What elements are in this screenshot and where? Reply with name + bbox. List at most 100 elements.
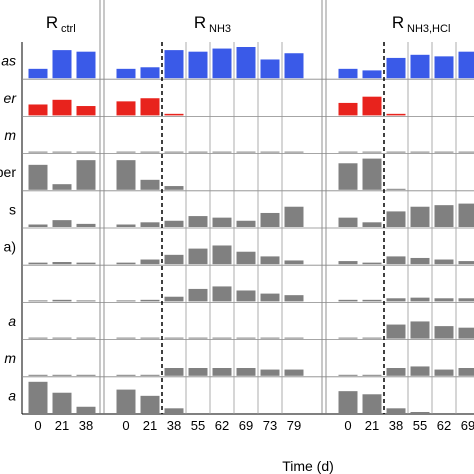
bar (164, 151, 184, 153)
bar (284, 206, 304, 227)
bar (116, 389, 136, 413)
bar (236, 290, 256, 302)
bar (338, 391, 358, 413)
bar (386, 211, 406, 227)
x-tick-label: 38 (389, 418, 403, 433)
bar (164, 368, 184, 376)
bar (458, 327, 474, 339)
bar (116, 224, 136, 227)
bar (28, 164, 48, 190)
bar (260, 293, 280, 302)
bar (164, 337, 184, 339)
bar (116, 160, 136, 190)
bar (52, 299, 72, 302)
x-tick-label: 62 (215, 418, 229, 433)
bar (52, 220, 72, 227)
bar (140, 337, 160, 339)
bar (140, 151, 160, 153)
bar (338, 163, 358, 190)
bar (386, 298, 406, 302)
bar (458, 51, 474, 79)
row-label-2: er (4, 90, 18, 106)
bar (52, 262, 72, 265)
bar (284, 53, 304, 79)
bar (116, 337, 136, 339)
bar (76, 300, 96, 302)
bar (260, 369, 280, 376)
bar (434, 151, 454, 153)
bar (386, 188, 406, 190)
bar (260, 59, 280, 79)
bar (116, 151, 136, 153)
bar (212, 368, 232, 376)
bar (212, 286, 232, 302)
bar (362, 374, 382, 376)
bar (338, 151, 358, 153)
bar (410, 206, 430, 227)
bar (164, 220, 184, 227)
x-tick-label: 62 (437, 418, 451, 433)
bar (52, 337, 72, 339)
bar (76, 406, 96, 413)
bar (410, 257, 430, 265)
bar (212, 217, 232, 227)
bar (52, 184, 72, 190)
bar (362, 222, 382, 227)
row-label-4: per (0, 164, 16, 180)
bar (140, 395, 160, 413)
bar (236, 47, 256, 79)
bar (188, 337, 208, 339)
bar (212, 48, 232, 79)
bar (140, 374, 160, 376)
panel-title-1: R (46, 13, 58, 32)
bar (76, 337, 96, 339)
bar (434, 326, 454, 339)
bar (386, 408, 406, 413)
bar (164, 408, 184, 413)
bar (386, 256, 406, 265)
bar (212, 245, 232, 265)
bar (338, 68, 358, 79)
bar (434, 205, 454, 227)
row-label-10: a (8, 387, 16, 403)
x-tick-label: 21 (143, 418, 157, 433)
bar (140, 259, 160, 265)
bar (362, 96, 382, 116)
x-axis-title: Time (d) (282, 458, 334, 474)
row-label-8: a (8, 313, 16, 329)
bar (140, 179, 160, 190)
bar (236, 368, 256, 376)
bar (284, 369, 304, 376)
bar (28, 224, 48, 227)
bar (116, 101, 136, 116)
bar (164, 113, 184, 116)
bar (116, 374, 136, 376)
bar (116, 262, 136, 265)
bar (52, 374, 72, 376)
bar (260, 151, 280, 153)
row-label-9: m (4, 350, 16, 366)
bar (284, 337, 304, 339)
bar (458, 151, 474, 153)
bar (116, 300, 136, 302)
bar (236, 151, 256, 153)
bar (458, 203, 474, 227)
bar (140, 98, 160, 116)
bar (236, 337, 256, 339)
bar (76, 106, 96, 116)
bar (188, 248, 208, 265)
bar (52, 50, 72, 79)
x-tick-label: 21 (365, 418, 379, 433)
bar (434, 298, 454, 302)
row-label-1: as (1, 53, 16, 69)
bar (188, 216, 208, 227)
bar (338, 337, 358, 339)
bar (116, 68, 136, 79)
panel-subscript-1: ctrl (61, 23, 76, 35)
bar (140, 222, 160, 227)
bar (362, 70, 382, 79)
bar (76, 374, 96, 376)
row-label-3: m (4, 127, 16, 143)
bar (458, 261, 474, 265)
bar (212, 337, 232, 339)
